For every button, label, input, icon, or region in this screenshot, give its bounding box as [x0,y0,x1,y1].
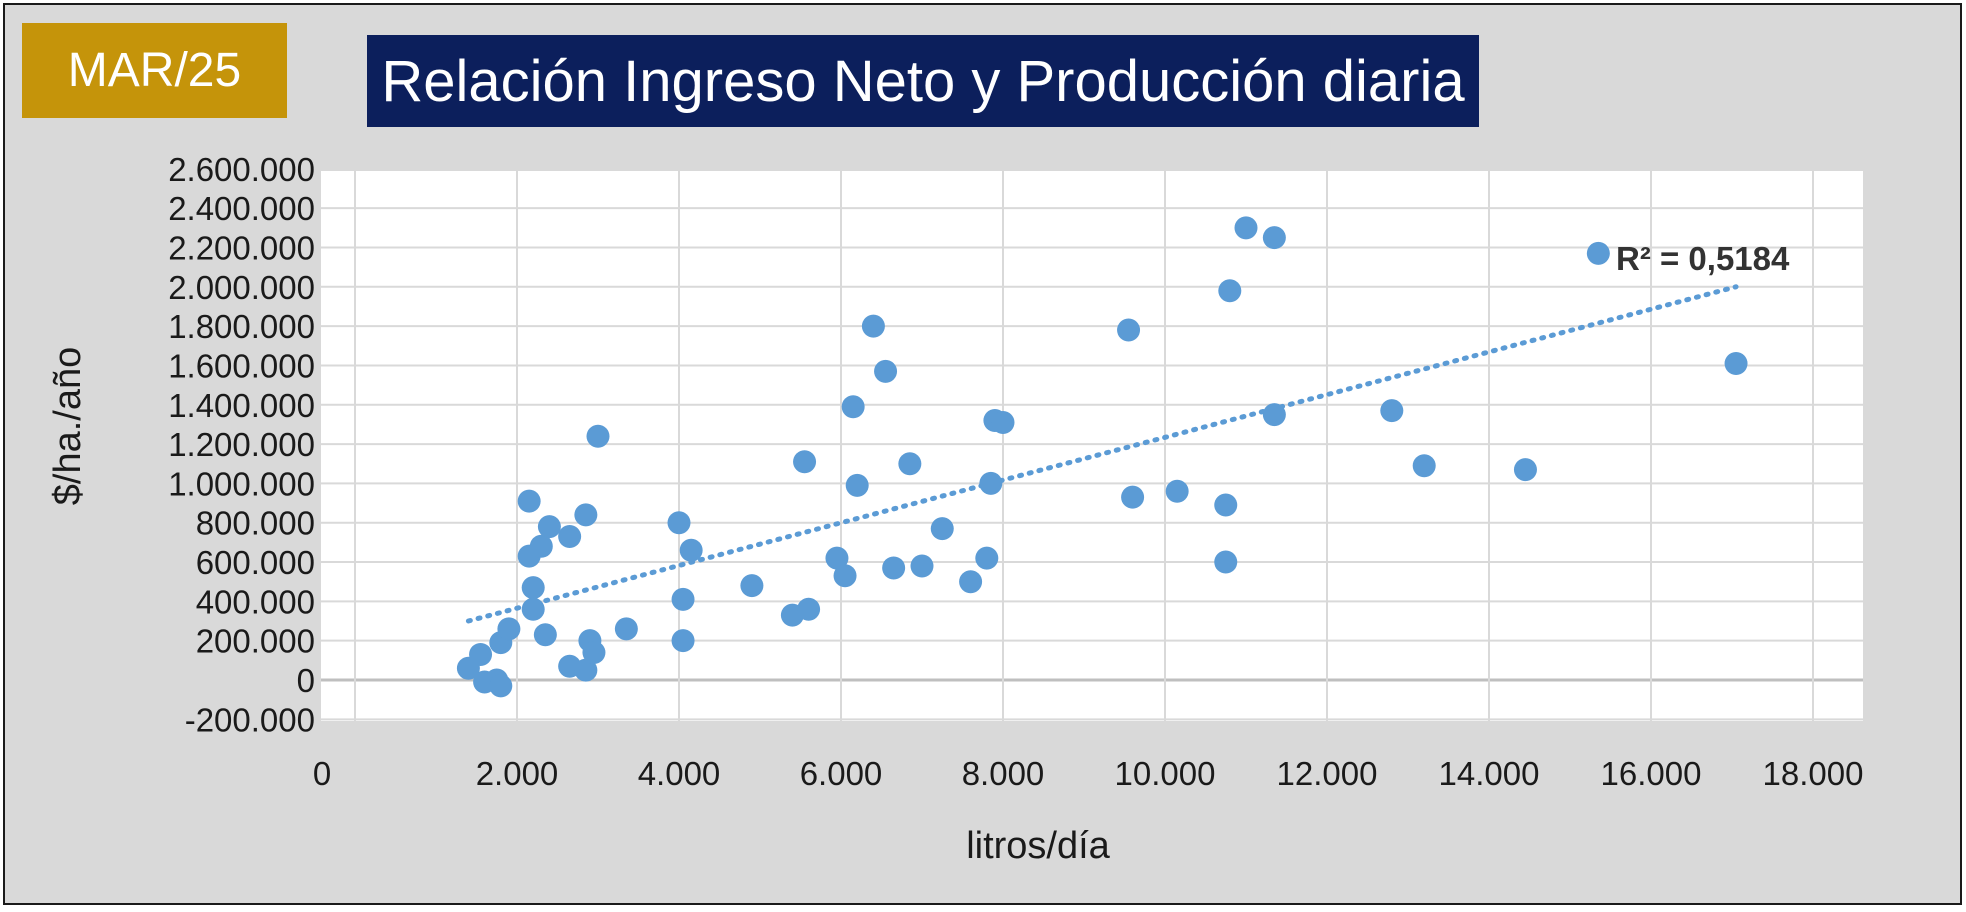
y-tick-label: 0 [297,662,315,699]
data-point [1234,216,1258,240]
x-tick-label: 8.000 [962,755,1045,792]
data-point [1513,458,1537,482]
data-point [1117,318,1141,342]
data-point [1724,351,1748,375]
data-point [1262,403,1286,427]
data-point [740,574,764,598]
data-point [841,395,865,419]
x-tick-label: 0 [313,755,331,792]
data-point [517,489,541,513]
y-tick-label: 1.000.000 [168,465,315,502]
chart-title: Relación Ingreso Neto y Producción diari… [367,35,1479,127]
data-point [614,617,638,641]
y-tick-label: 2.200.000 [168,229,315,266]
y-tick-label: -200.000 [185,701,315,738]
data-point [1586,241,1610,265]
data-point [533,623,557,647]
data-points [456,216,1748,698]
y-axis-tick-labels: -200.0000200.000400.000600.000800.0001.0… [168,151,315,738]
y-tick-label: 1.200.000 [168,426,315,463]
data-point [521,597,545,621]
data-point [979,471,1003,495]
x-tick-label: 14.000 [1439,755,1540,792]
data-point [874,359,898,383]
y-tick-label: 1.800.000 [168,308,315,345]
data-point [469,642,493,666]
data-point [825,546,849,570]
data-point [930,517,954,541]
data-point [537,515,561,539]
r-squared-label: R² = 0,5184 [1616,240,1790,277]
x-axis-tick-labels: 0 2.000 4.000 6.000 8.000 10.000 12.000 14.000 1… [313,755,1864,792]
y-tick-label: 1.600.000 [168,347,315,384]
data-point [1165,479,1189,503]
data-point [975,546,999,570]
plot-area [321,171,1863,721]
data-point [861,314,885,338]
x-tick-label: 18.000 [1763,755,1864,792]
data-point [898,452,922,476]
x-tick-label: 12.000 [1277,755,1378,792]
x-axis-label: litros/día [966,825,1110,867]
data-point [991,410,1015,434]
data-point [679,538,703,562]
data-point [574,503,598,527]
y-tick-label: 1.400.000 [168,387,315,424]
y-tick-label: 200.000 [196,623,315,660]
y-axis-label: $/ha./año [47,347,89,505]
data-point [521,576,545,600]
y-tick-label: 2.600.000 [168,151,315,188]
y-tick-label: 600.000 [196,544,315,581]
data-point [833,564,857,588]
x-tick-label: 4.000 [638,755,721,792]
data-point [574,658,598,682]
data-point [497,617,521,641]
data-point [1214,493,1238,517]
data-point [586,424,610,448]
data-point [489,674,513,698]
data-point [845,473,869,497]
y-tick-label: 800.000 [196,505,315,542]
data-point [797,597,821,621]
x-tick-label: 2.000 [476,755,559,792]
data-point [671,587,695,611]
data-point [582,640,606,664]
data-point [671,629,695,653]
data-point [529,534,553,558]
data-point [1218,279,1242,303]
data-point [1380,399,1404,423]
data-point [1121,485,1145,509]
trendline-path [465,284,1739,624]
date-badge: MAR/25 [22,23,287,118]
trendline [465,284,1739,624]
y-tick-label: 2.000.000 [168,269,315,306]
data-point [882,556,906,580]
y-tick-label: 400.000 [196,583,315,620]
data-point [959,570,983,594]
data-point [1214,550,1238,574]
y-tick-label: 2.400.000 [168,190,315,227]
data-point [1412,454,1436,478]
x-tick-label: 16.000 [1601,755,1702,792]
data-point [667,511,691,535]
x-tick-label: 10.000 [1115,755,1216,792]
data-point [910,554,934,578]
data-point [1262,226,1286,250]
data-point [793,450,817,474]
x-tick-label: 6.000 [800,755,883,792]
data-point [558,524,582,548]
